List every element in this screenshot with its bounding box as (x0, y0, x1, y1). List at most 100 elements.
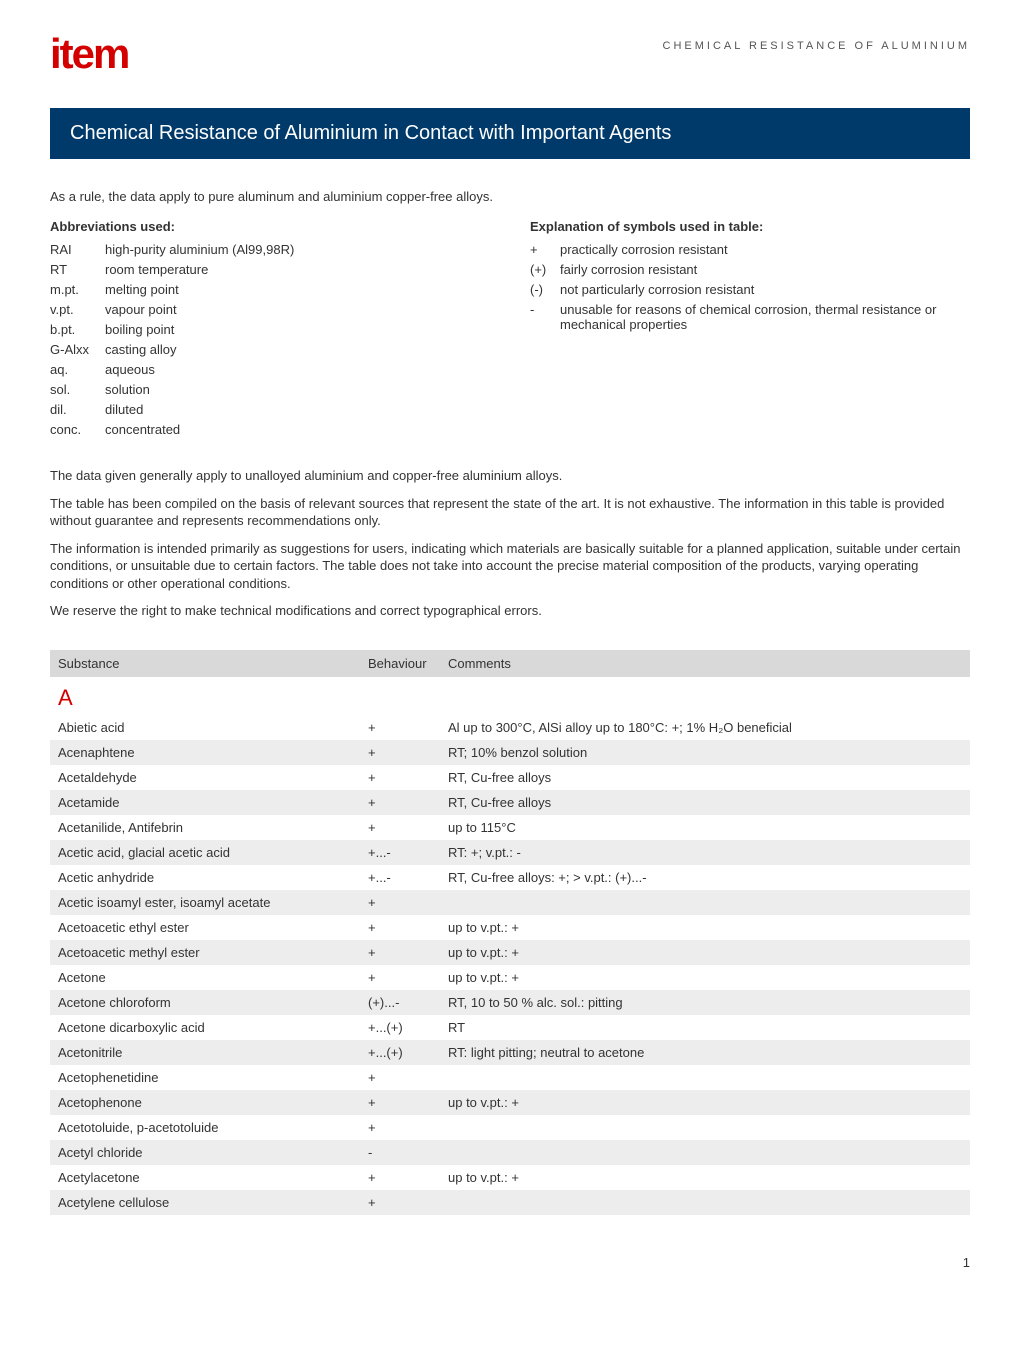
table-row: Acetanilide, Antifebrin+up to 115°C (50, 815, 970, 840)
cell-behaviour: - (368, 1145, 448, 1160)
description-paragraph: The table has been compiled on the basis… (50, 495, 970, 530)
cell-substance: Acetone dicarboxylic acid (58, 1020, 368, 1035)
table-row: Acetoacetic methyl ester+up to v.pt.: + (50, 940, 970, 965)
table-row: Acetone dicarboxylic acid+...(+)RT (50, 1015, 970, 1040)
abbreviation-value: vapour point (105, 302, 490, 317)
table-row: Acetyl chloride- (50, 1140, 970, 1165)
cell-substance: Acetanilide, Antifebrin (58, 820, 368, 835)
document-header: item CHEMICAL RESISTANCE OF ALUMINIUM (50, 30, 970, 78)
abbreviation-value: concentrated (105, 422, 490, 437)
table-row: Acetic acid, glacial acetic acid+...-RT:… (50, 840, 970, 865)
abbreviation-value: boiling point (105, 322, 490, 337)
description-paragraph: The information is intended primarily as… (50, 540, 970, 593)
table-row: Acetamide+RT, Cu-free alloys (50, 790, 970, 815)
table-row: Acetic anhydride+...-RT, Cu-free alloys:… (50, 865, 970, 890)
cell-behaviour: + (368, 945, 448, 960)
column-header-behaviour: Behaviour (368, 656, 448, 671)
cell-behaviour: + (368, 1095, 448, 1110)
cell-substance: Acetyl chloride (58, 1145, 368, 1160)
abbreviation-key: RAI (50, 242, 105, 257)
symbols-heading: Explanation of symbols used in table: (530, 219, 970, 234)
definitions-columns: Abbreviations used: RAIhigh-purity alumi… (50, 219, 970, 442)
cell-comments: up to v.pt.: + (448, 1170, 962, 1185)
cell-comments: RT, Cu-free alloys (448, 770, 962, 785)
symbol-row: -unusable for reasons of chemical corros… (530, 302, 970, 332)
table-header-row: Substance Behaviour Comments (50, 650, 970, 677)
table-row: Acetone chloroform(+)...-RT, 10 to 50 % … (50, 990, 970, 1015)
symbol-key: + (530, 242, 560, 257)
abbreviation-value: solution (105, 382, 490, 397)
cell-behaviour: +...(+) (368, 1020, 448, 1035)
symbol-key: (+) (530, 262, 560, 277)
cell-comments: up to v.pt.: + (448, 1095, 962, 1110)
table-row: Acetotoluide, p-acetotoluide+ (50, 1115, 970, 1140)
cell-substance: Acetophenone (58, 1095, 368, 1110)
symbol-row: (-)not particularly corrosion resistant (530, 282, 970, 297)
abbreviation-row: RTroom temperature (50, 262, 490, 277)
cell-behaviour: + (368, 1170, 448, 1185)
cell-comments: RT (448, 1020, 962, 1035)
cell-behaviour: + (368, 1120, 448, 1135)
symbols-column: Explanation of symbols used in table: +p… (530, 219, 970, 442)
cell-behaviour: + (368, 920, 448, 935)
cell-comments: up to v.pt.: + (448, 920, 962, 935)
abbreviation-row: b.pt.boiling point (50, 322, 490, 337)
resistance-table: Substance Behaviour Comments A Abietic a… (50, 650, 970, 1215)
document-category: CHEMICAL RESISTANCE OF ALUMINIUM (663, 40, 970, 52)
abbreviation-row: dil.diluted (50, 402, 490, 417)
cell-behaviour: +...(+) (368, 1045, 448, 1060)
abbreviation-row: m.pt.melting point (50, 282, 490, 297)
abbreviations-heading: Abbreviations used: (50, 219, 490, 234)
symbol-value: unusable for reasons of chemical corrosi… (560, 302, 970, 332)
cell-comments: RT, 10 to 50 % alc. sol.: pitting (448, 995, 962, 1010)
description-paragraph: The data given generally apply to unallo… (50, 467, 970, 485)
abbreviation-value: diluted (105, 402, 490, 417)
cell-substance: Acetophenetidine (58, 1070, 368, 1085)
column-header-comments: Comments (448, 656, 962, 671)
symbol-row: (+)fairly corrosion resistant (530, 262, 970, 277)
abbreviation-key: sol. (50, 382, 105, 397)
cell-behaviour: + (368, 1070, 448, 1085)
cell-behaviour: +...- (368, 870, 448, 885)
abbreviation-row: sol.solution (50, 382, 490, 397)
symbol-value: fairly corrosion resistant (560, 262, 970, 277)
abbreviation-key: b.pt. (50, 322, 105, 337)
symbol-row: +practically corrosion resistant (530, 242, 970, 257)
cell-behaviour: + (368, 1195, 448, 1210)
brand-logo: item (50, 30, 128, 78)
table-row: Acetylacetone+up to v.pt.: + (50, 1165, 970, 1190)
table-row: Acetylene cellulose+ (50, 1190, 970, 1215)
description-paragraphs: The data given generally apply to unallo… (50, 467, 970, 620)
cell-substance: Acetonitrile (58, 1045, 368, 1060)
abbreviation-row: aq.aqueous (50, 362, 490, 377)
cell-behaviour: (+)...- (368, 995, 448, 1010)
cell-comments: up to 115°C (448, 820, 962, 835)
abbreviation-key: RT (50, 262, 105, 277)
cell-behaviour: + (368, 745, 448, 760)
abbreviation-key: v.pt. (50, 302, 105, 317)
table-row: Acetoacetic ethyl ester+up to v.pt.: + (50, 915, 970, 940)
symbols-list: +practically corrosion resistant(+)fairl… (530, 242, 970, 332)
cell-substance: Acetic anhydride (58, 870, 368, 885)
cell-behaviour: + (368, 770, 448, 785)
table-row: Acetophenone+up to v.pt.: + (50, 1090, 970, 1115)
cell-comments: RT: light pitting; neutral to acetone (448, 1045, 962, 1060)
symbol-value: practically corrosion resistant (560, 242, 970, 257)
description-paragraph: We reserve the right to make technical m… (50, 602, 970, 620)
cell-substance: Acetone chloroform (58, 995, 368, 1010)
cell-substance: Acetylene cellulose (58, 1195, 368, 1210)
section-letter: A (50, 677, 970, 715)
table-row: Acetone+up to v.pt.: + (50, 965, 970, 990)
cell-substance: Acetamide (58, 795, 368, 810)
table-row: Acenaphtene+RT; 10% benzol solution (50, 740, 970, 765)
abbreviations-list: RAIhigh-purity aluminium (Al99,98R)RTroo… (50, 242, 490, 437)
cell-substance: Acetoacetic ethyl ester (58, 920, 368, 935)
cell-behaviour: + (368, 970, 448, 985)
cell-comments: Al up to 300°C, AlSi alloy up to 180°C: … (448, 720, 962, 735)
intro-text: As a rule, the data apply to pure alumin… (50, 189, 970, 204)
cell-comments: RT; 10% benzol solution (448, 745, 962, 760)
cell-substance: Acetic acid, glacial acetic acid (58, 845, 368, 860)
abbreviation-row: G-Alxxcasting alloy (50, 342, 490, 357)
symbol-key: (-) (530, 282, 560, 297)
column-header-substance: Substance (58, 656, 368, 671)
